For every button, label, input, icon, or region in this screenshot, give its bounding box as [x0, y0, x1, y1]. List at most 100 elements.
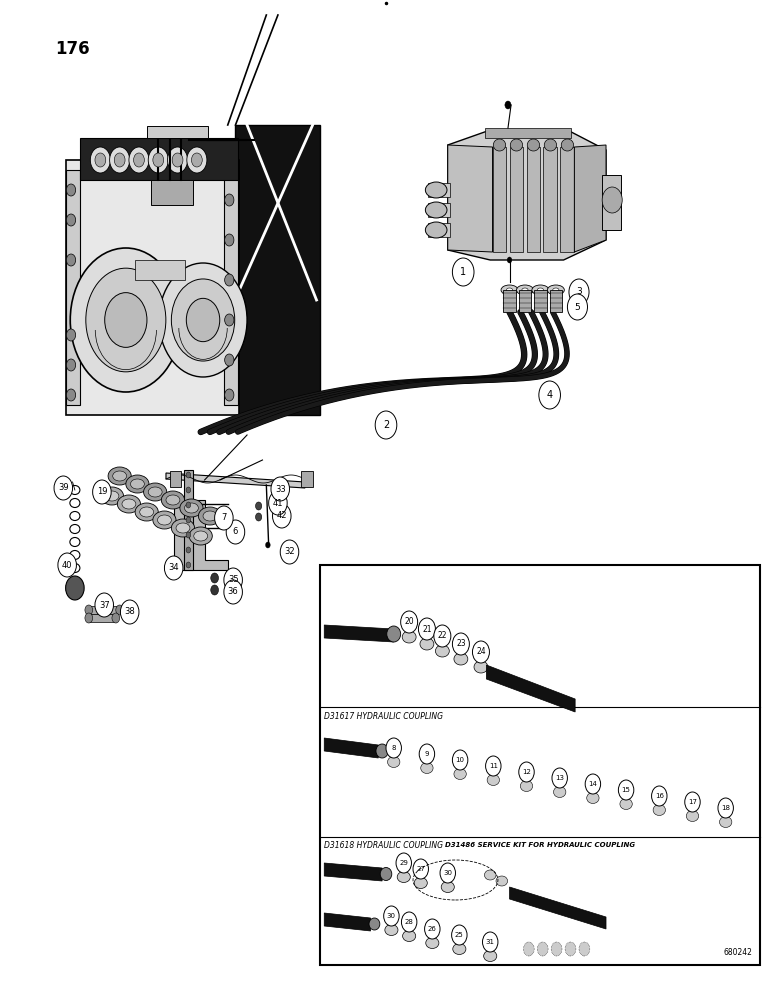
- Text: 33: 33: [275, 485, 286, 493]
- Text: 35: 35: [228, 576, 239, 584]
- Circle shape: [386, 738, 401, 758]
- Circle shape: [401, 912, 417, 932]
- Circle shape: [186, 472, 191, 478]
- Text: 13: 13: [555, 775, 564, 781]
- Text: 11: 11: [489, 763, 498, 769]
- Text: 22: 22: [438, 632, 447, 641]
- Ellipse shape: [194, 531, 208, 541]
- Circle shape: [425, 919, 440, 939]
- Bar: [534, 290, 547, 312]
- Text: 23: 23: [456, 640, 466, 648]
- Circle shape: [153, 153, 164, 167]
- Polygon shape: [448, 145, 493, 252]
- Circle shape: [66, 329, 76, 341]
- Ellipse shape: [441, 882, 454, 892]
- Ellipse shape: [483, 950, 497, 962]
- Circle shape: [537, 942, 548, 956]
- Circle shape: [66, 184, 76, 196]
- Text: 3: 3: [576, 288, 582, 296]
- Circle shape: [186, 562, 191, 568]
- Circle shape: [256, 513, 262, 521]
- Ellipse shape: [189, 527, 212, 545]
- Text: 12: 12: [522, 769, 531, 775]
- Circle shape: [718, 798, 733, 818]
- Ellipse shape: [384, 924, 398, 936]
- Text: 39: 39: [58, 484, 69, 492]
- Circle shape: [552, 768, 567, 788]
- Circle shape: [186, 298, 220, 342]
- Text: 27: 27: [416, 866, 425, 872]
- Circle shape: [186, 547, 191, 553]
- Ellipse shape: [435, 645, 449, 657]
- Circle shape: [116, 605, 124, 615]
- Text: D31486 SERVICE KIT FOR HYDRAULIC COUPLING: D31486 SERVICE KIT FOR HYDRAULIC COUPLIN…: [445, 842, 635, 848]
- Ellipse shape: [414, 878, 427, 888]
- Text: 6: 6: [233, 528, 238, 536]
- Text: D31617 HYDRAULIC COUPLING: D31617 HYDRAULIC COUPLING: [324, 712, 443, 721]
- Circle shape: [129, 147, 149, 173]
- Ellipse shape: [126, 475, 149, 493]
- Ellipse shape: [587, 792, 599, 804]
- Ellipse shape: [130, 479, 144, 489]
- Circle shape: [58, 553, 76, 577]
- Text: 36: 36: [228, 587, 239, 596]
- Ellipse shape: [180, 499, 203, 517]
- Ellipse shape: [554, 786, 566, 798]
- Text: 680242: 680242: [724, 948, 753, 957]
- Circle shape: [585, 774, 601, 794]
- Text: 34: 34: [168, 564, 179, 572]
- Ellipse shape: [148, 487, 162, 497]
- Ellipse shape: [122, 499, 136, 509]
- Circle shape: [85, 613, 93, 623]
- Circle shape: [168, 147, 188, 173]
- Text: 176: 176: [56, 40, 90, 58]
- Circle shape: [685, 792, 700, 812]
- Circle shape: [652, 786, 667, 806]
- Bar: [320, 565, 760, 965]
- Circle shape: [86, 268, 166, 372]
- Bar: [147, 126, 208, 138]
- Circle shape: [280, 540, 299, 564]
- Circle shape: [565, 942, 576, 956]
- Circle shape: [226, 520, 245, 544]
- Text: 28: 28: [405, 919, 414, 925]
- Polygon shape: [486, 665, 575, 712]
- Ellipse shape: [108, 467, 131, 485]
- Ellipse shape: [561, 139, 574, 151]
- Polygon shape: [448, 130, 606, 260]
- Circle shape: [225, 274, 234, 286]
- Circle shape: [602, 187, 622, 213]
- Ellipse shape: [487, 774, 499, 786]
- Text: 32: 32: [284, 548, 295, 556]
- Ellipse shape: [369, 918, 380, 930]
- Text: 42: 42: [276, 512, 287, 520]
- Ellipse shape: [425, 222, 447, 238]
- Circle shape: [211, 585, 218, 595]
- Bar: [550, 290, 562, 312]
- Circle shape: [164, 556, 183, 580]
- Text: 37: 37: [99, 600, 110, 609]
- Ellipse shape: [544, 139, 557, 151]
- Text: 24: 24: [476, 648, 486, 656]
- Circle shape: [384, 906, 399, 926]
- Polygon shape: [324, 738, 378, 758]
- Circle shape: [70, 248, 181, 392]
- Bar: [151, 180, 193, 205]
- Text: 21: 21: [422, 624, 432, 634]
- Circle shape: [486, 756, 501, 776]
- Circle shape: [401, 611, 418, 633]
- Circle shape: [551, 942, 562, 956]
- Text: 41: 41: [273, 498, 283, 508]
- Bar: [170, 471, 181, 487]
- Text: 15: 15: [621, 787, 631, 793]
- Circle shape: [95, 593, 113, 617]
- Ellipse shape: [452, 944, 466, 954]
- Circle shape: [579, 942, 590, 956]
- Text: 30: 30: [443, 870, 452, 876]
- Circle shape: [375, 411, 397, 439]
- Text: 30: 30: [387, 913, 396, 919]
- Ellipse shape: [520, 780, 533, 792]
- Text: 14: 14: [588, 781, 598, 787]
- Ellipse shape: [516, 285, 533, 295]
- Bar: [602, 175, 621, 230]
